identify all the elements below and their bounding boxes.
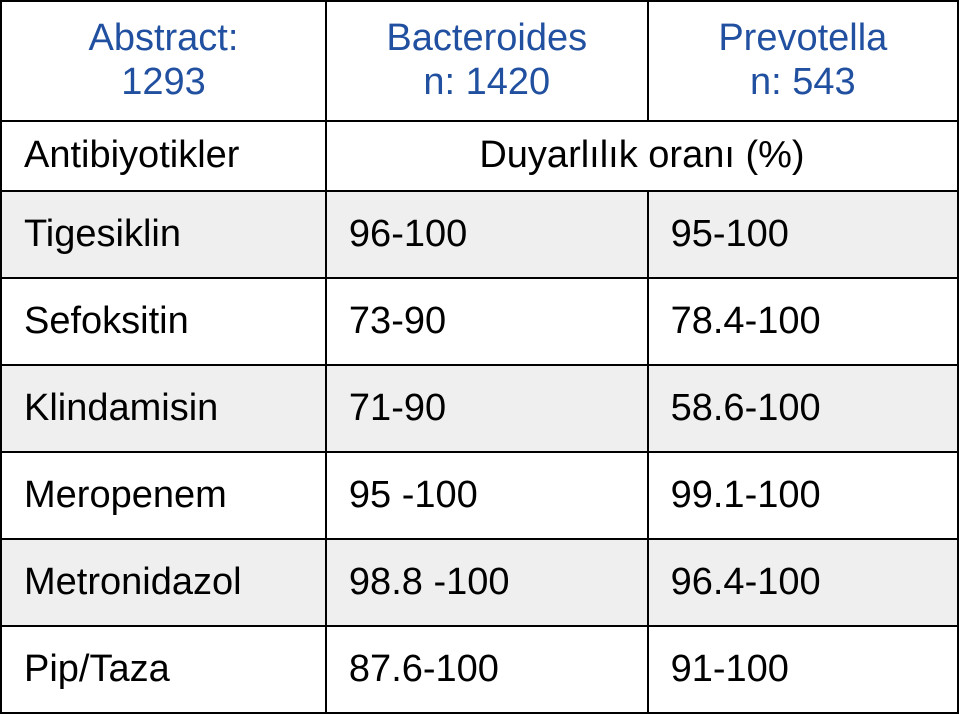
bacteroides-value: 73-90 bbox=[326, 278, 648, 365]
prevotella-value: 78.4-100 bbox=[648, 278, 958, 365]
bacteroides-value: 95 -100 bbox=[326, 452, 648, 539]
table-row: Metronidazol 98.8 -100 96.4-100 bbox=[1, 539, 958, 626]
prevotella-value: 95-100 bbox=[648, 191, 958, 278]
prevotella-value: 91-100 bbox=[648, 626, 958, 713]
prevotella-value: 96.4-100 bbox=[648, 539, 958, 626]
header-bacteroides-line1: Bacteroides bbox=[349, 17, 625, 61]
header-bacteroides: Bacteroides n: 1420 bbox=[326, 1, 648, 121]
header-abstract: Abstract: 1293 bbox=[1, 1, 326, 121]
table-row: Sefoksitin 73-90 78.4-100 bbox=[1, 278, 958, 365]
subheader-row: Antibiyotikler Duyarlılık oranı (%) bbox=[1, 121, 958, 191]
header-bacteroides-line2: n: 1420 bbox=[349, 61, 625, 105]
header-abstract-line2: 1293 bbox=[24, 61, 303, 105]
table-row: Pip/Taza 87.6-100 91-100 bbox=[1, 626, 958, 713]
antibiotic-name: Tigesiklin bbox=[1, 191, 326, 278]
table-row: Klindamisin 71-90 58.6-100 bbox=[1, 365, 958, 452]
susceptibility-table: Abstract: 1293 Bacteroides n: 1420 Prevo… bbox=[0, 0, 959, 714]
antibiotic-name: Metronidazol bbox=[1, 539, 326, 626]
bacteroides-value: 87.6-100 bbox=[326, 626, 648, 713]
header-prevotella-line1: Prevotella bbox=[671, 17, 935, 61]
header-abstract-line1: Abstract: bbox=[24, 17, 303, 61]
subheader-antibiotics: Antibiyotikler bbox=[1, 121, 326, 191]
antibiotic-name: Meropenem bbox=[1, 452, 326, 539]
prevotella-value: 99.1-100 bbox=[648, 452, 958, 539]
table-row: Meropenem 95 -100 99.1-100 bbox=[1, 452, 958, 539]
bacteroides-value: 98.8 -100 bbox=[326, 539, 648, 626]
header-row: Abstract: 1293 Bacteroides n: 1420 Prevo… bbox=[1, 1, 958, 121]
table-row: Tigesiklin 96-100 95-100 bbox=[1, 191, 958, 278]
bacteroides-value: 96-100 bbox=[326, 191, 648, 278]
prevotella-value: 58.6-100 bbox=[648, 365, 958, 452]
header-prevotella: Prevotella n: 543 bbox=[648, 1, 958, 121]
antibiotic-name: Sefoksitin bbox=[1, 278, 326, 365]
antibiotic-name: Klindamisin bbox=[1, 365, 326, 452]
header-prevotella-line2: n: 543 bbox=[671, 61, 935, 105]
subheader-susceptibility: Duyarlılık oranı (%) bbox=[326, 121, 958, 191]
bacteroides-value: 71-90 bbox=[326, 365, 648, 452]
antibiotic-name: Pip/Taza bbox=[1, 626, 326, 713]
